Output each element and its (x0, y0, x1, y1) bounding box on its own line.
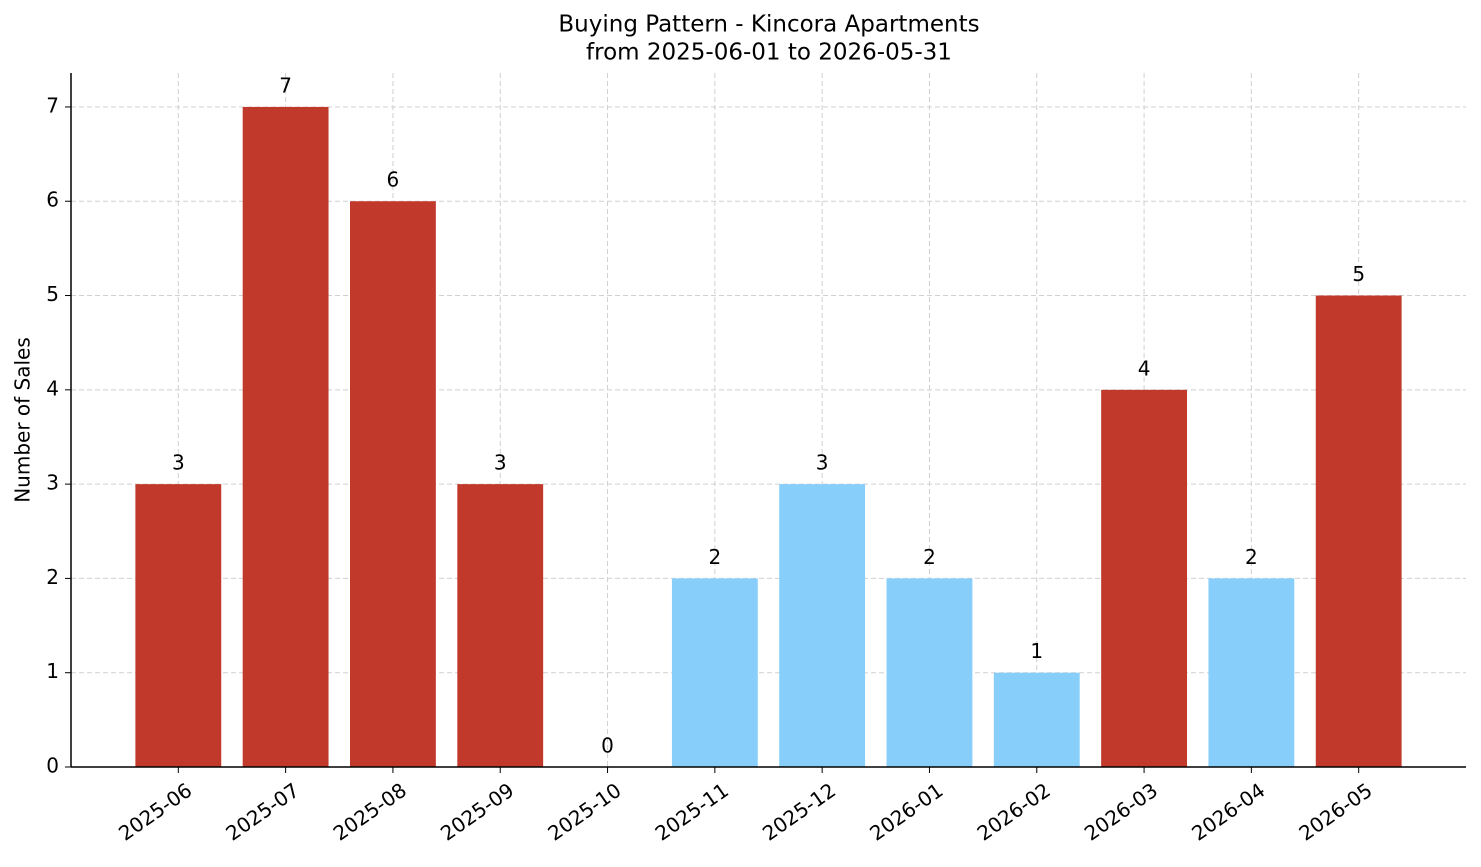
y-tick-label: 1 (46, 659, 59, 683)
y-tick-label: 4 (46, 376, 59, 400)
data-label: 3 (172, 451, 185, 475)
bar (671, 578, 758, 767)
x-tick-label: 2025-09 (436, 778, 518, 846)
data-label: 2 (923, 545, 936, 569)
y-axis-label: Number of Sales (11, 337, 35, 503)
bar (242, 106, 329, 767)
y-tick-label: 0 (46, 754, 59, 778)
data-label: 5 (1352, 262, 1365, 286)
bar (457, 484, 544, 767)
data-label: 7 (279, 73, 292, 97)
y-tick-label: 2 (46, 565, 59, 589)
x-tick-label: 2026-05 (1294, 778, 1376, 846)
x-tick-label: 2025-12 (758, 778, 840, 846)
y-tick-label: 3 (46, 471, 59, 495)
data-label: 3 (494, 451, 507, 475)
bar (135, 484, 222, 767)
bar (1101, 389, 1187, 767)
data-label: 4 (1138, 356, 1151, 380)
bar (350, 201, 436, 767)
x-tick-label: 2026-02 (973, 778, 1055, 846)
bar (886, 578, 973, 767)
bar (779, 484, 866, 767)
x-tick-label: 2026-03 (1080, 778, 1162, 846)
bar (1208, 578, 1295, 767)
x-tick-label: 2025-11 (651, 778, 733, 846)
data-label: 3 (816, 451, 829, 475)
x-tick-label: 2026-04 (1187, 778, 1269, 846)
y-tick-label: 6 (46, 188, 59, 212)
data-label: 6 (387, 168, 400, 192)
x-tick-label: 2025-10 (543, 778, 625, 846)
chart-title: Buying Pattern - Kincora Apartments (558, 12, 979, 38)
x-tick-label: 2026-01 (865, 778, 947, 846)
x-tick-label: 2025-07 (221, 778, 303, 846)
x-tick-label: 2025-08 (329, 778, 411, 846)
chart-subtitle: from 2025-06-01 to 2026-05-31 (586, 40, 952, 66)
data-label: 2 (708, 545, 721, 569)
y-tick-label: 7 (46, 93, 59, 117)
data-label: 2 (1245, 545, 1258, 569)
data-label: 0 (601, 734, 614, 758)
y-tick-label: 5 (46, 282, 59, 306)
bar (1315, 295, 1402, 767)
x-tick-label: 2025-06 (114, 778, 196, 846)
bar (993, 672, 1080, 767)
data-label: 1 (1030, 639, 1043, 663)
